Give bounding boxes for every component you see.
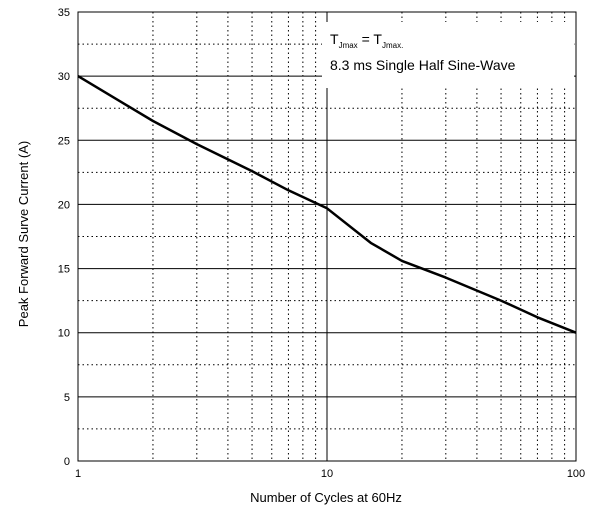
annotation-line-2: 8.3 ms Single Half Sine-Wave	[330, 57, 516, 73]
annotation-line-1: TJmax = TJmax.	[330, 31, 403, 50]
x-tick-label: 100	[567, 468, 585, 480]
y-tick-label: 0	[64, 456, 70, 468]
y-tick-labels: 0 5 10 15 20 25 30 35	[58, 7, 70, 468]
series-layer	[77, 75, 577, 334]
y-tick-label: 25	[58, 135, 70, 147]
annotation-box: TJmax = TJmax. 8.3 ms Single Half Sine-Wa…	[322, 22, 574, 88]
y-axis-label: Peak Forward Surve Current (A)	[16, 141, 31, 327]
plot-frame	[77, 11, 577, 462]
x-axis-label: Number of Cycles at 60Hz	[250, 490, 402, 505]
y-tick-label: 20	[58, 199, 70, 211]
minor-grid-x	[152, 12, 566, 461]
y-tick-label: 35	[58, 7, 70, 19]
y-tick-label: 10	[58, 328, 70, 340]
y-tick-label: 30	[58, 71, 70, 83]
series-line	[77, 75, 577, 334]
x-tick-label: 1	[75, 468, 81, 480]
y-tick-label: 15	[58, 264, 70, 276]
x-tick-labels: 1 10 100	[75, 468, 585, 480]
annotation-background	[322, 22, 574, 88]
y-tick-label: 5	[64, 392, 70, 404]
x-tick-label: 10	[321, 468, 333, 480]
